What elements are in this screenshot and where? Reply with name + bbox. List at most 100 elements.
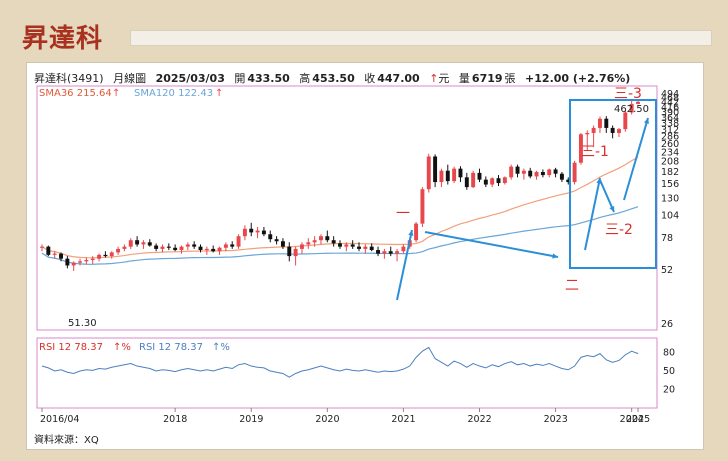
x-tick-label: 2023 [544, 414, 568, 425]
candle-body [59, 253, 63, 259]
candle-body [109, 252, 114, 257]
arrow-wave-1 [396, 229, 413, 301]
price-pane-border [36, 85, 658, 331]
candle-body [338, 243, 342, 247]
candle-body [610, 127, 615, 133]
rsi-legend-1: RSI 12 78.37 [39, 342, 103, 353]
sma36-legend: SMA36 215.64 [39, 88, 112, 99]
candle-body [445, 170, 450, 182]
candle-body [128, 240, 133, 247]
candle-body [382, 251, 387, 254]
candle-body [40, 246, 44, 248]
candle-body [179, 246, 184, 251]
candle-body [242, 228, 247, 237]
y-tick-label: 390 [661, 107, 679, 118]
page-title: 昇達科 [22, 24, 104, 54]
y-tick-label: 312 [661, 125, 679, 136]
wave-2-label: 二 [565, 278, 579, 294]
candle-body [534, 171, 539, 177]
y-tick-label: 104 [661, 211, 679, 222]
x-tick-label: 2022 [467, 414, 491, 425]
arrow-consolidation-head [552, 253, 558, 259]
candle-body [439, 170, 444, 183]
candle-body [249, 228, 254, 233]
high-value: 453.50 [312, 72, 355, 85]
x-tick-label: 2019 [239, 414, 263, 425]
rsi-tick-label: 20 [663, 385, 675, 396]
y-tick-label: 416 [661, 102, 679, 113]
candle-body [230, 244, 235, 247]
y-tick-label: 130 [661, 193, 679, 204]
rsi-legend-2: RSI 12 78.37 [139, 342, 203, 353]
candle-body [166, 246, 171, 248]
data-source: 資料來源：XQ [34, 435, 99, 446]
candle-body [52, 253, 57, 255]
candle-body [344, 244, 349, 247]
unit-label: 元 [438, 72, 450, 85]
high-price-label: 462.50 [614, 104, 649, 115]
high-label: 高 [299, 72, 311, 85]
arrow-wave-3-2-head [609, 206, 615, 212]
candle-body [147, 242, 152, 246]
candle-body [604, 118, 609, 128]
x-tick-label: 2024 [620, 414, 644, 425]
up-arrow-icon: ↑% [212, 342, 230, 353]
candle-body [452, 168, 457, 182]
candle-body [268, 234, 273, 240]
title-bar-decoration [130, 30, 712, 46]
candle-body [566, 179, 571, 183]
candle-body [363, 246, 368, 249]
candle-body [122, 246, 127, 249]
y-tick-label: 182 [661, 167, 679, 178]
date-label: 2025/03/03 [155, 72, 225, 85]
candle-body [477, 172, 482, 180]
up-arrow-icon: ↑ [429, 72, 439, 85]
open-label: 開 [234, 72, 246, 85]
candle-body [78, 261, 83, 263]
candle-body [376, 250, 381, 254]
candle-body [464, 177, 469, 188]
y-tick-label: 364 [661, 113, 679, 124]
candle-body [414, 223, 419, 241]
y-tick-label: 468 [661, 93, 679, 104]
arrow-consolidation [424, 231, 559, 258]
volume-value: 6719 [471, 72, 503, 85]
x-tick-label: 2020 [315, 414, 339, 425]
highlight-box [569, 99, 657, 269]
y-tick-label: 260 [661, 139, 679, 150]
candle-body [369, 246, 374, 251]
candle-body [547, 169, 552, 176]
candle-body [217, 247, 222, 252]
candle-body [185, 244, 190, 247]
candle-body [585, 132, 590, 135]
candle-body [312, 240, 317, 243]
y-tick-label: 52 [661, 265, 673, 276]
candle-body [46, 246, 51, 255]
candle-body [84, 259, 89, 262]
volume-unit: 張 [504, 72, 516, 85]
candle-body [90, 258, 95, 260]
x-tick-label: 2021 [391, 414, 415, 425]
sma120-legend: SMA120 122.43 [134, 88, 213, 99]
candle-body [395, 251, 400, 254]
candle-body [299, 244, 304, 249]
candle-body [135, 240, 140, 245]
arrow-wave-3-1 [584, 177, 601, 251]
candle-body [198, 246, 203, 251]
candle-body [617, 129, 621, 133]
candle-body [71, 262, 76, 266]
candle-body [211, 248, 216, 252]
close-label: 收 [364, 72, 376, 85]
candle-body [236, 236, 241, 247]
candle-body [65, 258, 70, 266]
candle-body [496, 178, 501, 184]
candle-body [490, 178, 495, 185]
candle-body [274, 239, 279, 242]
rsi-tick-label: 80 [663, 347, 675, 358]
candle-body [515, 166, 520, 174]
wave-1-label: 一 [396, 206, 410, 222]
y-tick-label: 338 [661, 119, 679, 130]
y-tick-label: 26 [661, 319, 673, 330]
arrow-wave-1-head [408, 230, 414, 236]
candle-body [559, 173, 564, 180]
